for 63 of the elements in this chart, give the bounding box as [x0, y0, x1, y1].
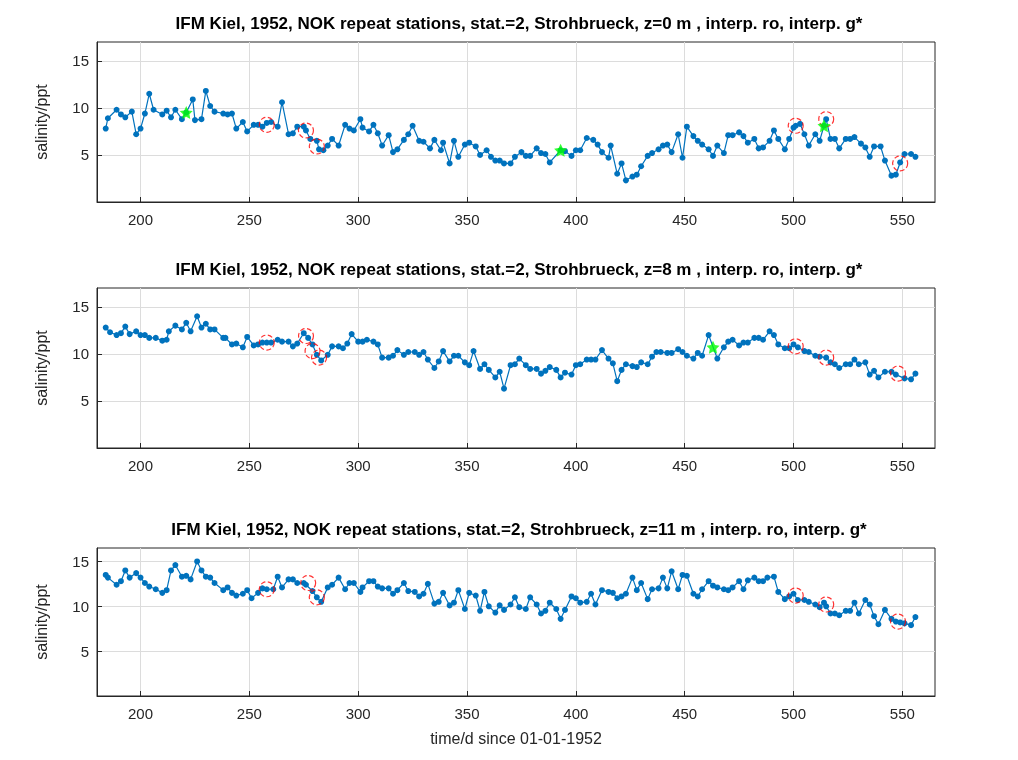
x-tick-label: 400 [563, 705, 589, 722]
point [818, 349, 835, 366]
x-tick-label: 500 [781, 457, 807, 474]
point [889, 613, 907, 630]
x-tick-label: 450 [672, 705, 698, 722]
x-tick-label: 400 [563, 211, 589, 228]
point [300, 574, 317, 592]
point [304, 342, 321, 360]
point [889, 365, 907, 382]
x-tick-label: 500 [781, 705, 807, 722]
point [554, 143, 568, 157]
x-tick-label: 250 [236, 211, 262, 228]
chart-title: IFM Kiel, 1952, NOK repeat stations, stat.=2, Strohbrueck, z=8 m , interp. ro, interp. g* [175, 260, 863, 279]
x-tick-label: 550 [889, 211, 915, 228]
chart-title: IFM Kiel, 1952, NOK repeat stations, stat.=2, Strohbrueck, z=11 m , interp. ro, interp. g* [171, 520, 868, 539]
point [297, 327, 315, 345]
point [310, 349, 328, 366]
x-tick-label: 200 [128, 705, 154, 722]
y-tick-label: 10 [72, 99, 89, 117]
chart-title: IFM Kiel, 1952, NOK repeat stations, stat.=2, Strohbrueck, z=0 m , interp. ro, interp. g* [175, 14, 863, 33]
x-tick-label: 450 [672, 211, 698, 228]
x-tick-label: 350 [454, 705, 480, 722]
x-tick-label: 300 [345, 211, 371, 228]
y-tick-label: 5 [80, 642, 89, 660]
y-axis-title: salinity/ppt [32, 583, 50, 660]
y-tick-label: 15 [72, 298, 89, 316]
point [817, 119, 831, 133]
x-tick-label: 250 [236, 457, 262, 474]
point [892, 155, 909, 172]
point [818, 596, 835, 613]
point [787, 338, 804, 355]
y-tick-label: 15 [72, 52, 89, 70]
y-tick-label: 5 [80, 146, 89, 164]
x-tick-label: 350 [454, 457, 480, 474]
y-tick-label: 10 [72, 597, 89, 615]
point [308, 138, 325, 155]
y-axis-title: salinity/ppt [32, 83, 50, 160]
x-axis-title: time/d since 01-01-1952 [430, 729, 602, 747]
x-tick-label: 300 [345, 705, 371, 722]
point [818, 111, 835, 128]
point [787, 587, 804, 604]
point [297, 122, 315, 139]
x-tick-label: 550 [889, 705, 915, 722]
point [308, 589, 325, 606]
x-tick-label: 500 [781, 211, 807, 228]
y-axis-title: salinity/ppt [32, 329, 50, 406]
y-tick-label: 5 [80, 392, 89, 410]
x-tick-label: 300 [345, 457, 371, 474]
point [258, 334, 275, 351]
point [258, 116, 275, 133]
x-tick-label: 200 [128, 457, 154, 474]
x-tick-label: 550 [889, 457, 915, 474]
x-tick-label: 350 [454, 211, 480, 228]
y-tick-label: 15 [72, 552, 89, 570]
point [258, 581, 275, 598]
point [787, 117, 804, 134]
x-tick-label: 450 [672, 457, 698, 474]
y-tick-label: 10 [72, 345, 89, 363]
x-tick-label: 400 [563, 457, 589, 474]
point [706, 340, 720, 354]
point [179, 106, 193, 120]
x-tick-label: 200 [128, 211, 154, 228]
x-tick-label: 250 [236, 705, 262, 722]
